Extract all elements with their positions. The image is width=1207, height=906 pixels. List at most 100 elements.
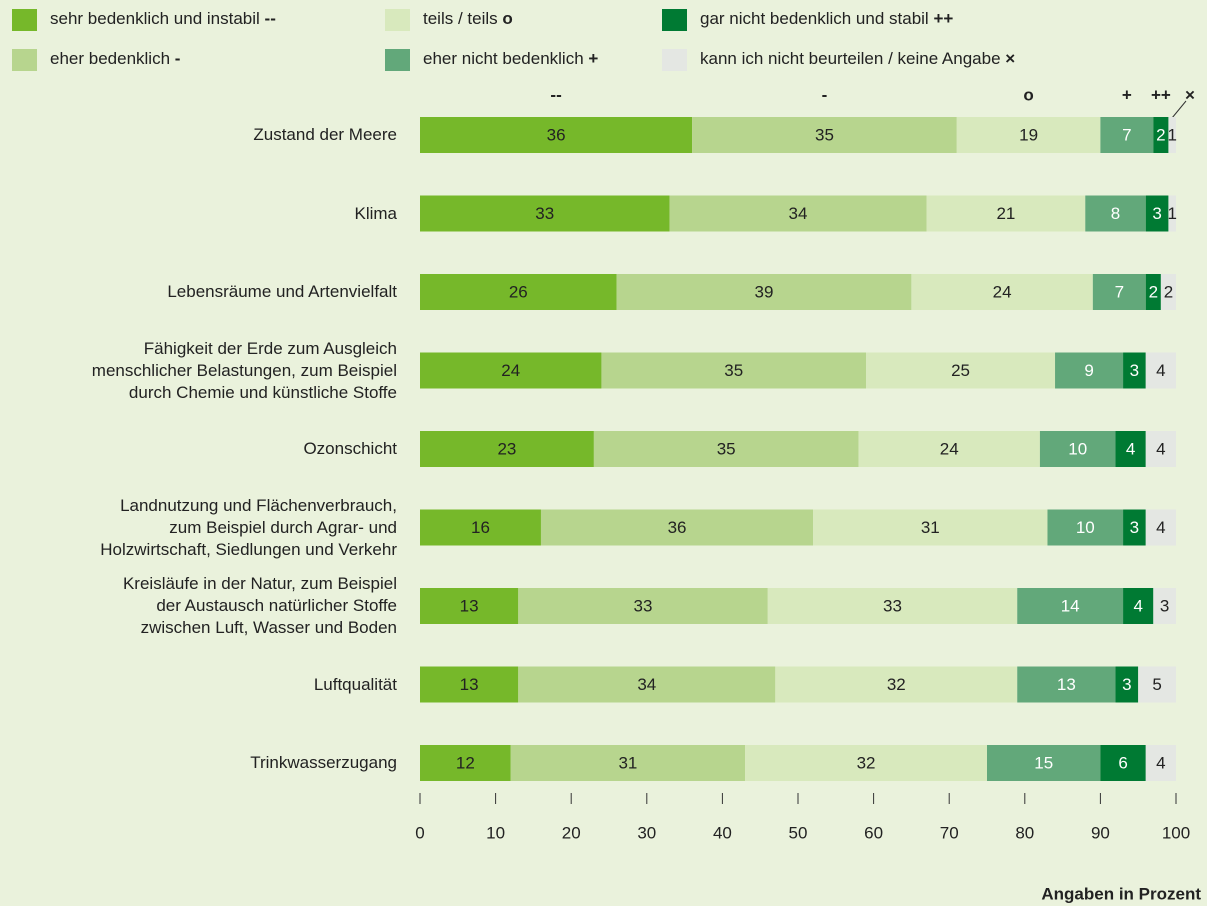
- value-label: 3: [1160, 596, 1169, 615]
- value-label: 31: [921, 518, 940, 537]
- legend-swatch: [385, 49, 410, 71]
- bar-segment: [420, 588, 519, 624]
- x-tick-label: 100: [1162, 823, 1190, 842]
- value-label: 4: [1156, 753, 1165, 772]
- bar-segment: [1168, 195, 1176, 232]
- value-label: 10: [1068, 439, 1087, 458]
- bar-segment: [518, 666, 776, 703]
- value-label: 35: [724, 361, 743, 380]
- bar-segment: [858, 431, 1040, 467]
- x-tick-label: 40: [713, 823, 732, 842]
- bar-segment: [1168, 117, 1176, 153]
- column-symbol: +: [1122, 85, 1132, 104]
- x-tick-label: 60: [864, 823, 883, 842]
- category-label: Lebensräume und Artenvielfalt: [167, 282, 397, 301]
- value-label: 31: [618, 753, 637, 772]
- value-label: 32: [887, 675, 906, 694]
- value-label: 2: [1156, 125, 1165, 144]
- value-label: 32: [857, 753, 876, 772]
- bar-segment: [420, 274, 617, 310]
- value-label: 24: [501, 361, 520, 380]
- legend-swatch: [662, 49, 687, 71]
- value-label: 4: [1156, 361, 1165, 380]
- bar-segment: [1123, 352, 1146, 389]
- column-symbol: ++: [1151, 85, 1171, 104]
- bar-segment: [926, 195, 1086, 232]
- value-label: 33: [634, 596, 653, 615]
- legend-entry: eher nicht bedenklich +: [423, 49, 598, 69]
- x-tick-label: 80: [1015, 823, 1034, 842]
- value-label: 36: [668, 518, 687, 537]
- bar-segment: [420, 431, 594, 467]
- value-label: 34: [789, 204, 808, 223]
- legend-label: eher nicht bedenklich: [423, 49, 584, 68]
- bar-segment: [1145, 195, 1169, 232]
- bar-segment: [1145, 509, 1176, 546]
- value-label: 4: [1156, 518, 1165, 537]
- value-label: 13: [460, 675, 479, 694]
- legend-symbol: ×: [1005, 49, 1016, 68]
- legend-label: gar nicht bedenklich und stabil: [700, 9, 929, 28]
- value-label: 35: [717, 439, 736, 458]
- bar-segment: [1017, 666, 1116, 703]
- bar-segment: [692, 117, 957, 153]
- value-label: 25: [951, 361, 970, 380]
- value-label: 6: [1118, 753, 1127, 772]
- bar-segment: [420, 509, 541, 546]
- bar-segment: [745, 745, 987, 781]
- bar-segment: [510, 745, 746, 781]
- value-label: 24: [993, 282, 1012, 301]
- bar-segment: [1039, 431, 1116, 467]
- value-label: 3: [1130, 361, 1139, 380]
- value-label: 19: [1019, 125, 1038, 144]
- value-label: 7: [1122, 125, 1131, 144]
- value-label: 13: [460, 596, 479, 615]
- bar-segment: [420, 117, 693, 153]
- bar-segment: [767, 588, 1018, 624]
- x-tick-label: 0: [415, 823, 424, 842]
- legend-label: eher bedenklich: [50, 49, 171, 68]
- bar-segment: [1092, 274, 1146, 310]
- category-label: Ozonschicht: [303, 439, 397, 458]
- legend-entry: eher bedenklich -: [50, 49, 180, 69]
- category-label: Kreisläufe in der Natur, zum Beispiel de…: [122, 574, 397, 637]
- bar-segment: [1100, 745, 1146, 781]
- value-label: 3: [1122, 675, 1131, 694]
- category-label: Trinkwasserzugang: [250, 753, 397, 772]
- value-label: 2: [1164, 282, 1173, 301]
- bar-segment: [1047, 509, 1124, 546]
- bar-segment: [866, 352, 1056, 389]
- x-tick-label: 20: [562, 823, 581, 842]
- value-label: 9: [1084, 361, 1093, 380]
- bar-segment: [518, 588, 768, 624]
- bar-segment: [1115, 666, 1139, 703]
- value-label: 39: [755, 282, 774, 301]
- value-label: 12: [456, 753, 475, 772]
- legend-swatch: [12, 49, 37, 71]
- legend-entry: sehr bedenklich und instabil --: [50, 9, 276, 29]
- legend-entry: kann ich nicht beurteilen / keine Angabe…: [700, 49, 1015, 69]
- value-label: 3: [1130, 518, 1139, 537]
- bar-segment: [420, 195, 670, 232]
- value-label: 4: [1133, 596, 1142, 615]
- value-label: 1: [1167, 204, 1176, 223]
- value-label: 33: [883, 596, 902, 615]
- x-tick-label: 10: [486, 823, 505, 842]
- bar-segment: [601, 352, 867, 389]
- bar-segment: [1123, 509, 1146, 546]
- category-label: Landnutzung und Flächenverbrauch, zum Be…: [100, 495, 397, 559]
- x-tick-label: 70: [940, 823, 959, 842]
- value-label: 24: [940, 439, 959, 458]
- category-label: Luftqualität: [313, 674, 397, 694]
- legend-symbol: --: [264, 9, 276, 28]
- column-symbol: o: [1023, 85, 1033, 104]
- x-tick-label: 30: [637, 823, 656, 842]
- column-symbol: -: [822, 85, 828, 104]
- value-label: 23: [497, 439, 516, 458]
- value-label: 3: [1152, 204, 1161, 223]
- legend-symbol: o: [502, 9, 513, 28]
- value-label: 34: [637, 675, 656, 694]
- value-label: 13: [1057, 675, 1076, 694]
